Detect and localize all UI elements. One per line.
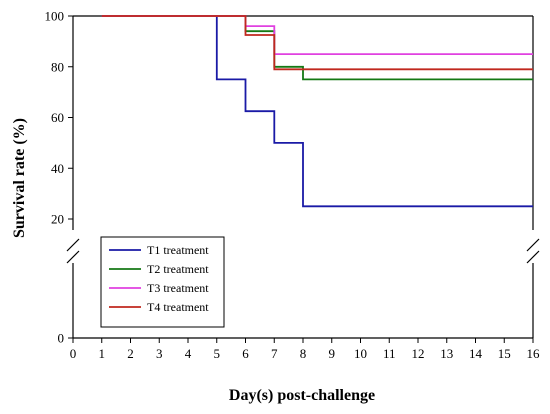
legend: T1 treatment T2 treatment T3 treatment T4 t… (100, 236, 225, 328)
x-tick-label: 2 (127, 346, 134, 361)
y-tick-label: 60 (51, 110, 64, 125)
y-tick-label: 40 (51, 161, 64, 176)
y-tick-label: 80 (51, 59, 64, 74)
y-axis-break-left-2 (66, 250, 80, 264)
x-tick-label: 9 (329, 346, 336, 361)
x-tick-label: 8 (300, 346, 307, 361)
y-tick-label: 0 (58, 331, 65, 346)
x-tick-label: 11 (383, 346, 396, 361)
x-tick-label: 7 (271, 346, 278, 361)
series-line-t1 (101, 15, 533, 208)
legend-label: T3 treatment (147, 281, 209, 295)
x-tick-label: 0 (70, 346, 77, 361)
x-axis-title: Day(s) post-challenge (229, 387, 375, 404)
x-tick-label: 12 (412, 346, 425, 361)
legend-label: T4 treatment (147, 300, 209, 314)
y-axis-break-right-1 (526, 238, 540, 252)
x-tick-label: 1 (99, 346, 106, 361)
x-tick-label: 13 (440, 346, 453, 361)
y-axis-title: Survival rate (%) (11, 118, 28, 238)
x-tick-label: 5 (214, 346, 221, 361)
x-tick-label: 14 (469, 346, 483, 361)
y-tick-label: 20 (51, 212, 64, 227)
legend-label: T2 treatment (147, 262, 209, 276)
y-axis-break-right-2 (526, 250, 540, 264)
x-tick-label: 3 (156, 346, 163, 361)
x-tick-label: 6 (242, 346, 249, 361)
x-tick-label: 10 (354, 346, 367, 361)
legend-label: T1 treatment (147, 243, 209, 257)
x-tick-label: 4 (185, 346, 192, 361)
legend-box (100, 236, 225, 328)
x-tick-label: 15 (498, 346, 511, 361)
series-line-t4 (101, 15, 533, 71)
x-tick-label: 16 (527, 346, 541, 361)
y-axis-break-left-1 (66, 238, 80, 252)
series-line-t3 (101, 15, 533, 55)
y-tick-label: 100 (45, 9, 65, 24)
series-lines (101, 15, 533, 208)
